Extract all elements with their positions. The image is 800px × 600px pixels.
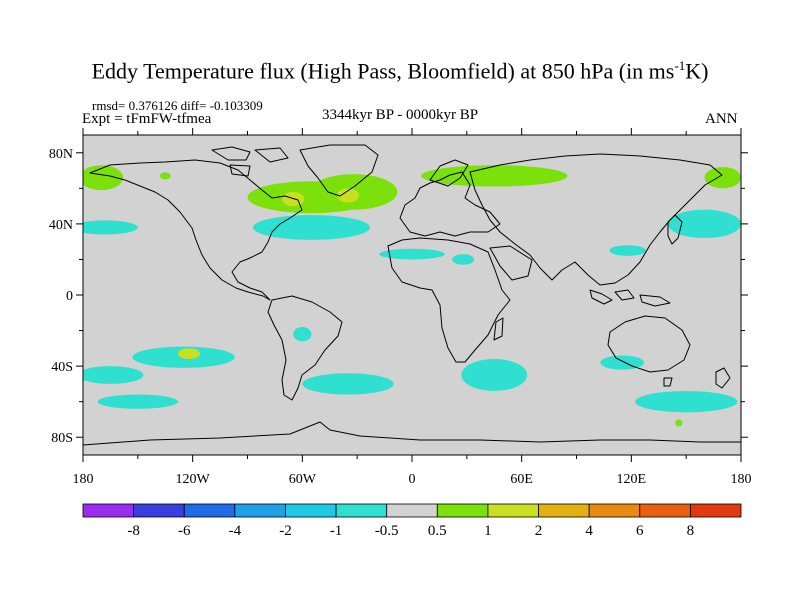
coast-maritime: [589, 289, 671, 307]
coast-arctic-islands: [211, 146, 289, 177]
coast-africa: [387, 237, 511, 363]
flux-region-22: [634, 391, 738, 413]
flux-region-7: [159, 172, 171, 180]
period-label: 3344kyr BP - 0000kyr BP: [321, 107, 479, 123]
flux-region-13: [609, 245, 646, 256]
colorbar-label: 1: [484, 523, 492, 539]
flux-region-19: [302, 373, 394, 395]
flux-region-5: [421, 165, 568, 187]
colorbar-label: -0.5: [375, 523, 399, 539]
flux-region-16: [83, 366, 144, 384]
flux-region-17: [97, 394, 179, 409]
colorbar: -8 -6 -4 -2 -1 -0.5 0.5 1 2 4 6 8: [82, 503, 742, 539]
colorbar-label: 2: [535, 523, 543, 539]
coastlines: [83, 144, 741, 446]
x-tick-label: 60E: [510, 472, 533, 487]
x-tick-label: 120E: [617, 472, 647, 487]
flux-region-9: [83, 220, 138, 235]
colorbar-swatch: [335, 503, 388, 518]
title-superscript: -1: [674, 58, 686, 73]
colorbar-swatch: [639, 503, 691, 518]
colorbar-swatch: [436, 503, 489, 518]
coast-tasmania: [663, 377, 673, 387]
colorbar-swatch: [386, 503, 438, 518]
coast-greenland: [299, 144, 379, 197]
colorbar-label: 4: [585, 523, 593, 539]
colorbar-swatch: [588, 503, 641, 518]
flux-region-12: [452, 254, 475, 265]
x-tick-label: 0: [409, 472, 416, 487]
flux-region-10: [667, 209, 741, 239]
colorbar-label: -1: [330, 523, 343, 539]
y-tick-label: 80S: [51, 431, 73, 446]
x-axis: 180 120W 60W 0 60E 120E 180: [73, 128, 752, 487]
colorbar-label: -6: [178, 523, 191, 539]
y-tick-label: 40N: [49, 218, 73, 233]
flux-region-23: [675, 419, 683, 427]
flux-region-8: [252, 215, 370, 240]
season-label: ANN: [705, 111, 738, 127]
colorbar-label: -4: [229, 523, 242, 539]
colorbar-swatch: [133, 503, 185, 518]
plot-title: Eddy Temperature flux (High Pass, Bloomf…: [91, 58, 709, 84]
x-tick-label: 180: [73, 472, 94, 487]
stats-text: rmsd= 0.376126 diff= -0.103309: [92, 98, 263, 113]
coast-australia: [607, 315, 691, 373]
colorbar-swatch: [538, 503, 590, 518]
y-tick-label: 0: [66, 289, 73, 304]
flux-region-15: [178, 348, 200, 359]
flux-region-11: [379, 248, 445, 260]
colorbar-label: -8: [127, 523, 140, 539]
colorbar-label: -2: [279, 523, 292, 539]
y-tick-label: 40S: [51, 360, 73, 375]
colorbar-swatch: [82, 503, 135, 518]
x-tick-label: 120W: [176, 472, 211, 487]
coast-arabia: [489, 245, 533, 281]
experiment-label: Expt = tFmFW-tfmea: [82, 111, 212, 127]
colorbar-label: 0.5: [428, 523, 447, 539]
x-tick-label: 60W: [289, 472, 317, 487]
colorbar-swatch: [689, 503, 742, 518]
colorbar-label: 6: [636, 523, 644, 539]
flux-region-20: [461, 359, 528, 391]
colorbar-swatch: [183, 503, 236, 518]
flux-region-6: [704, 167, 741, 189]
coast-europe: [399, 171, 501, 237]
coast-antarctica: [83, 421, 741, 446]
flux-region-3: [337, 188, 359, 203]
coast-japan: [667, 214, 683, 245]
coast-new-zealand: [715, 367, 731, 389]
y-axis: 80N 40N 0 40S 80S: [49, 147, 748, 446]
coast-south-america: [267, 295, 343, 401]
colorbar-swatch: [234, 503, 286, 518]
coast-asia: [469, 153, 723, 286]
colorbar-label: 8: [687, 523, 695, 539]
flux-region-18: [293, 327, 312, 342]
colorbar-swatch: [285, 503, 337, 518]
y-tick-label: 80N: [49, 147, 73, 162]
colorbar-swatch: [487, 503, 539, 518]
coast-scandinavia: [429, 159, 469, 187]
x-tick-label: 180: [731, 472, 752, 487]
coast-madagascar: [493, 317, 504, 341]
